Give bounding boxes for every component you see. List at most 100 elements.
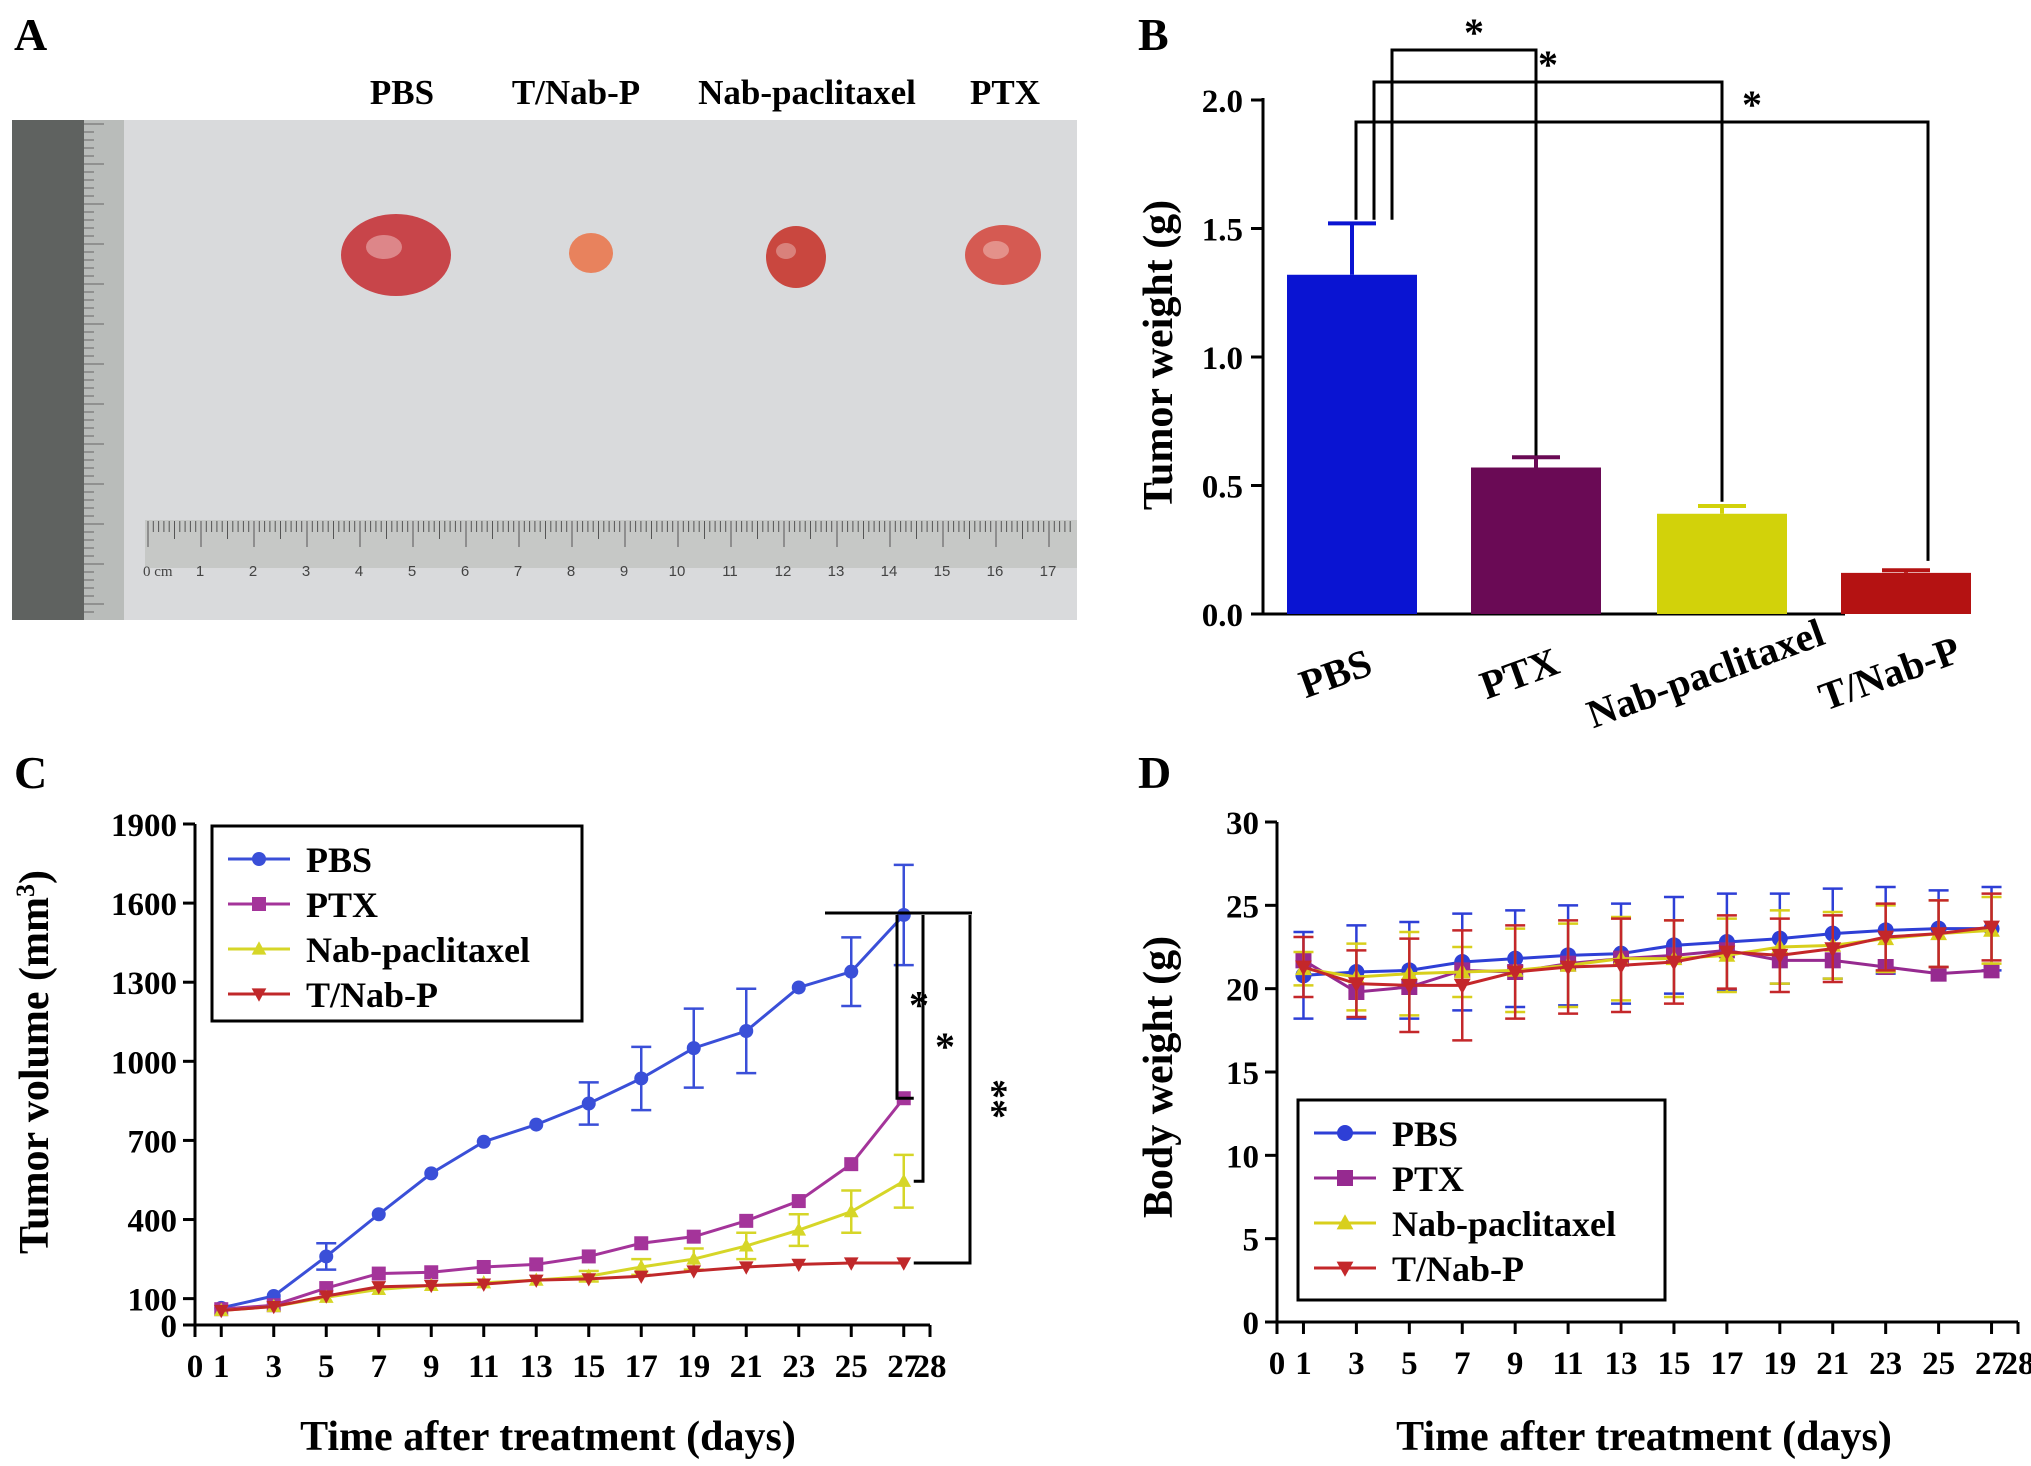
data-point-ptx	[529, 1257, 544, 1272]
panel-d-y-tick-label: 10	[1226, 1139, 1259, 1175]
photo-label-ptx: PTX	[970, 73, 1040, 112]
panel-c-ylabel-superscript: 3	[11, 884, 40, 897]
tumor-photo: 0 cm 1 2 3 4 5 6 7 8 9 10 11 12 13 14 15 16 17	[12, 120, 1077, 620]
data-point-pbs	[791, 980, 806, 995]
panel-d-y-tick-label: 25	[1226, 889, 1259, 925]
panel-c-y-tick-label: 1600	[111, 887, 177, 923]
significance-star: *	[1464, 10, 1484, 55]
data-point-pbs	[844, 964, 859, 979]
data-point-ptx	[476, 1259, 491, 1274]
panel-c-x-tick-label: 23	[782, 1349, 815, 1385]
data-point-t-nab-p	[1877, 930, 1895, 946]
panel-b: B Tumor weight (g) 0.0 0.5 1.0 1.5 2.0 PBS PTX…	[1136, 9, 1971, 737]
panel-c-x-tick-label: 7	[371, 1349, 388, 1385]
significance-star: *	[1742, 82, 1762, 127]
legend-marker-nab-paclitaxel	[1336, 1214, 1354, 1230]
panel-d-x-tick-label: 7	[1454, 1346, 1471, 1382]
panel-d-x-tick-label: 13	[1605, 1346, 1638, 1382]
data-point-t-nab-p	[476, 1278, 492, 1292]
panel-c-y-tick-label: 100	[128, 1283, 178, 1319]
data-point-nab-paclitaxel	[896, 1173, 912, 1187]
data-point-ptx	[581, 1249, 596, 1264]
panel-c-ylabel-text: Tumor volume (mm	[12, 897, 58, 1254]
significance-bracket-ptx	[895, 914, 914, 1100]
left-ruler-ticks	[84, 123, 104, 613]
ruler-number: 5	[408, 563, 416, 580]
ruler-number: 3	[302, 563, 310, 580]
panel-c-y-tick-label: 1000	[111, 1045, 177, 1081]
ruler-number: 15	[934, 563, 951, 580]
panel-c-x-tick-label: 17	[625, 1349, 658, 1385]
ruler-number: 1	[196, 563, 204, 580]
panel-d-x-tick-label: 15	[1657, 1346, 1690, 1382]
tumor-nab-paclitaxel	[766, 226, 826, 288]
data-point-pbs	[686, 1041, 701, 1056]
panel-b-y-tick-label: 2.0	[1202, 84, 1243, 120]
ruler-number: 12	[775, 563, 792, 580]
data-point-t-nab-p	[791, 1258, 807, 1273]
panel-d-letter: D	[1138, 747, 1171, 798]
data-point-t-nab-p	[213, 1304, 229, 1319]
series-t-nab-p	[1293, 892, 2002, 1042]
panel-d-legend: PBS PTX Nab-paclitaxel T/Nab-P	[1296, 1098, 1667, 1302]
data-point-pbs	[371, 1207, 386, 1222]
legend-label-pbs: PBS	[1392, 1114, 1458, 1154]
bar-t-nab-p	[1841, 572, 1971, 614]
ruler-number: 8	[567, 563, 575, 580]
panel-c-x-tick-label: 19	[677, 1349, 710, 1385]
data-point-pbs	[739, 1023, 754, 1038]
ruler-number: 6	[461, 563, 469, 580]
significance-star: *	[935, 1024, 955, 1069]
panel-d-x-tick-label: 27	[1975, 1346, 2008, 1382]
significance-bracket-nab-paclitaxel	[913, 914, 925, 1183]
photo-label-tnabp: T/Nab-P	[512, 73, 640, 112]
series-line-pbs	[1303, 927, 1992, 977]
legend-label-ptx: PTX	[306, 885, 378, 925]
panel-d-y-tick-label: 30	[1226, 806, 1259, 842]
panel-d-x-tick-label: 19	[1763, 1346, 1796, 1382]
panel-c-ylabel-close: )	[12, 870, 58, 884]
legend-label-t-nab-p: T/Nab-P	[306, 975, 438, 1015]
significance-star: *	[1538, 42, 1558, 87]
significance-bracket-t-nab-p	[913, 914, 972, 1265]
data-point-t-nab-p	[1506, 965, 1524, 981]
data-point-t-nab-p	[581, 1273, 597, 1287]
ruler-number: 17	[1040, 563, 1057, 580]
ruler-number: 7	[514, 563, 522, 580]
data-point-nab-paclitaxel	[843, 1203, 859, 1218]
data-point-nab-paclitaxel	[686, 1251, 702, 1265]
significance-star: *	[909, 983, 929, 1028]
series-line-t-nab-p	[1303, 925, 1992, 987]
panel-d-y-tick-label: 15	[1226, 1056, 1259, 1092]
panel-c-xlabel: Time after treatment (days)	[300, 1414, 796, 1460]
panel-d-y-tick-label: 20	[1226, 973, 1259, 1009]
data-point-nab-paclitaxel	[791, 1222, 807, 1236]
panel-c-x-tick-label: 25	[835, 1349, 868, 1385]
panel-d-x-tick-label: 9	[1507, 1346, 1524, 1382]
panel-c-x-tick-label: 27	[887, 1349, 920, 1385]
panel-c-ylabel: Tumor volume (mm3)	[11, 870, 59, 1254]
legend-label-pbs: PBS	[306, 840, 372, 880]
data-point-t-nab-p	[1771, 948, 1789, 965]
tumor-nab-highlight	[776, 243, 796, 259]
panel-c-x-tick-label: 0	[187, 1349, 204, 1385]
bar-ptx	[1471, 467, 1601, 614]
ruler-number: 16	[987, 563, 1004, 580]
panel-d-ylabel: Body weight (g)	[1136, 936, 1182, 1218]
panel-b-y-tick-label: 1.0	[1202, 341, 1243, 377]
panel-c-x-tick-label: 3	[266, 1349, 283, 1385]
data-point-t-nab-p	[1559, 960, 1577, 976]
panel-b-letter: B	[1138, 9, 1169, 60]
panel-d: D Body weight (g) Time after treatment (…	[1136, 747, 2031, 1460]
data-point-nab-paclitaxel	[633, 1259, 649, 1273]
panel-c-x-tick-label: 9	[423, 1349, 440, 1385]
data-point-t-nab-p	[1718, 945, 1736, 961]
series-line-pbs	[220, 913, 905, 1310]
panel-d-x-tick-label: 0	[1269, 1346, 1286, 1382]
panel-d-x-tick-label: 1	[1295, 1346, 1312, 1382]
data-point-ptx	[739, 1213, 754, 1228]
legend-marker-t-nab-p	[1336, 1261, 1354, 1277]
data-point-t-nab-p	[896, 1257, 912, 1271]
